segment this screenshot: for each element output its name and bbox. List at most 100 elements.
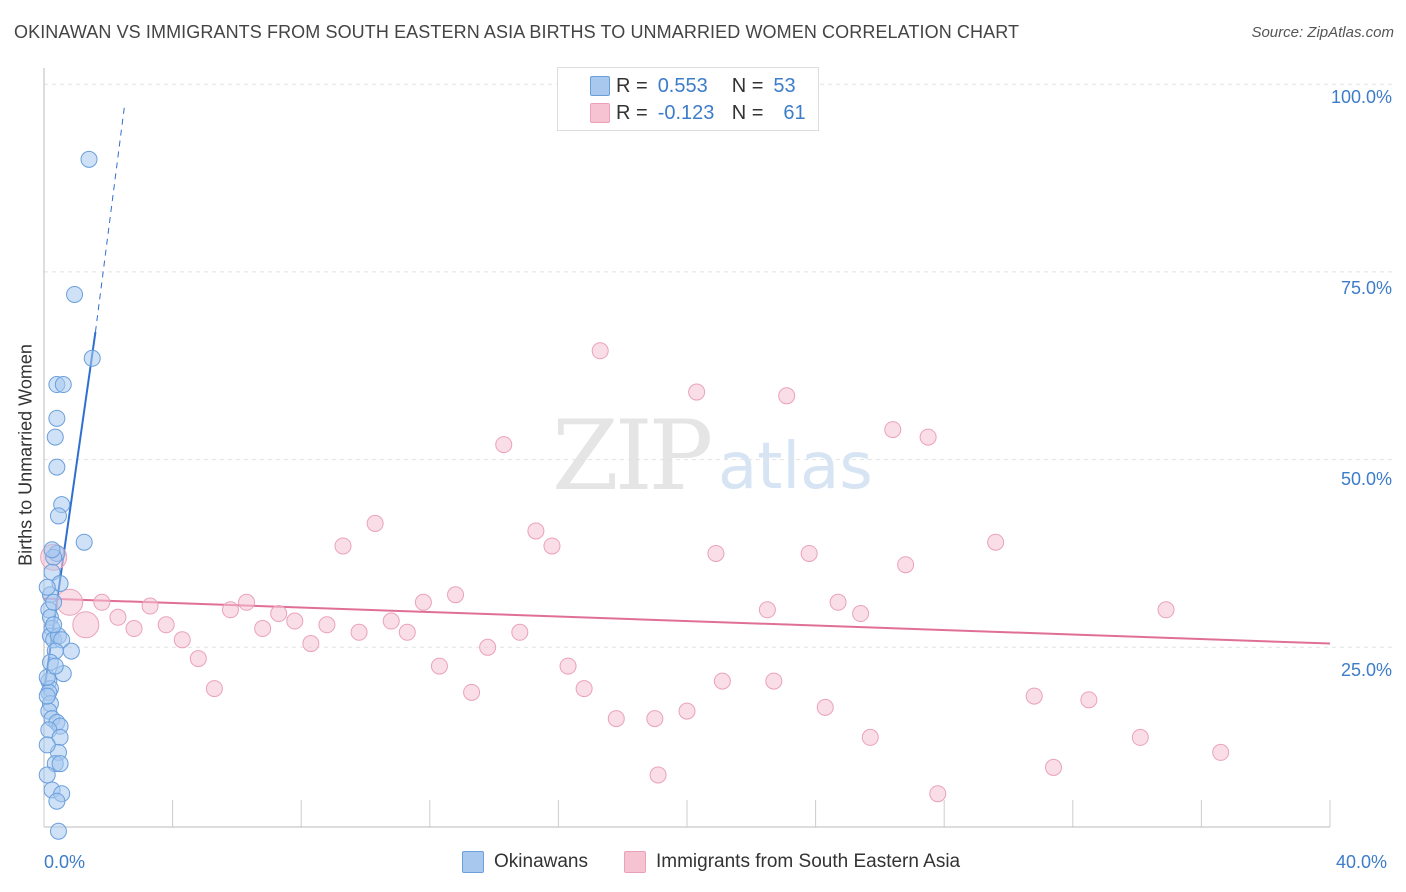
watermark-zip: ZIP: [552, 400, 713, 512]
point-okinawans: [49, 507, 67, 525]
point-immigrants: [987, 533, 1005, 551]
point-okinawans: [54, 376, 72, 394]
point-okinawans: [80, 150, 98, 168]
grid-lines: [44, 83, 1392, 648]
point-immigrants: [1157, 601, 1175, 619]
point-immigrants: [591, 342, 609, 360]
point-okinawans: [62, 642, 80, 660]
r-label: R =: [616, 74, 648, 97]
n-label: N =: [731, 74, 764, 97]
point-immigrants: [646, 710, 664, 728]
point-immigrants: [800, 544, 818, 562]
point-okinawans: [51, 755, 69, 773]
point-immigrants: [713, 672, 731, 690]
correlation-legend: R = 0.553 N = 53 R = -0.123 N = 61: [557, 67, 819, 131]
point-immigrants: [93, 593, 111, 611]
trend-line-immigrants: [43, 597, 1331, 645]
point-okinawans: [48, 409, 66, 427]
point-immigrants: [816, 698, 834, 716]
watermark-atlas: atlas: [718, 430, 873, 504]
chart-title: OKINAWAN VS IMMIGRANTS FROM SOUTH EASTER…: [14, 22, 1020, 42]
point-immigrants: [270, 605, 288, 623]
source-label: Source: ZipAtlas.com: [1251, 24, 1394, 41]
point-immigrants: [559, 657, 577, 675]
point-okinawans: [48, 458, 66, 476]
n-label: N =: [731, 101, 764, 124]
point-okinawans: [38, 578, 56, 596]
r-label: R =: [616, 101, 648, 124]
point-immigrants: [221, 601, 239, 619]
point-immigrants: [511, 623, 529, 641]
point-okinawans: [66, 285, 84, 303]
point-okinawans: [48, 792, 66, 810]
point-immigrants: [527, 522, 545, 540]
point-okinawans: [46, 657, 64, 675]
point-immigrants: [463, 683, 481, 701]
legend-swatch-pink: [590, 103, 610, 123]
point-immigrants: [430, 657, 448, 675]
n-value: 61: [783, 101, 806, 124]
point-immigrants: [382, 612, 400, 630]
point-immigrants: [707, 544, 725, 562]
x-tick-label: 40.0%: [1336, 852, 1388, 872]
y-tick-label: 50.0%: [1340, 469, 1392, 489]
point-immigrants: [318, 616, 336, 634]
point-immigrants: [366, 514, 384, 532]
point-immigrants: [765, 672, 783, 690]
point-immigrants: [479, 638, 497, 656]
point-okinawans: [38, 736, 56, 754]
legend-row-okinawans: R = 0.553 N = 53: [590, 74, 796, 98]
point-immigrants: [1025, 687, 1043, 705]
legend-item-immigrants: Immigrants from South Eastern Asia: [624, 851, 960, 873]
r-value: -0.123: [657, 101, 715, 124]
point-immigrants: [543, 537, 561, 555]
point-immigrants: [829, 593, 847, 611]
legend-swatch-blue: [462, 851, 484, 873]
point-immigrants: [575, 680, 593, 698]
point-immigrants: [398, 623, 416, 641]
point-immigrants: [852, 605, 870, 623]
point-immigrants: [350, 623, 368, 641]
y-axis-label: Births to Unmarried Women: [15, 344, 36, 566]
point-immigrants: [778, 387, 796, 405]
point-okinawans: [49, 822, 67, 840]
point-immigrants: [302, 635, 320, 653]
point-okinawans: [38, 687, 56, 705]
point-immigrants: [929, 785, 947, 803]
point-okinawans: [38, 766, 56, 784]
point-immigrants: [109, 608, 127, 626]
point-immigrants: [1080, 691, 1098, 709]
point-immigrants: [205, 680, 223, 698]
point-immigrants: [861, 728, 879, 746]
trend-line-okinawans-extension: [94, 106, 125, 333]
point-okinawans: [43, 541, 61, 559]
point-immigrants: [141, 597, 159, 615]
legend-row-immigrants: R = -0.123 N = 61: [590, 101, 806, 125]
point-okinawans: [83, 349, 101, 367]
point-immigrants: [758, 601, 776, 619]
point-immigrants: [72, 611, 100, 639]
point-immigrants: [884, 421, 902, 439]
point-immigrants: [897, 556, 915, 574]
point-immigrants: [495, 436, 513, 454]
point-immigrants: [919, 428, 937, 446]
point-immigrants: [688, 383, 706, 401]
r-value: 0.553: [657, 74, 708, 97]
point-immigrants: [414, 593, 432, 611]
y-tick-label: 75.0%: [1340, 278, 1392, 298]
point-immigrants: [334, 537, 352, 555]
legend-label: Immigrants from South Eastern Asia: [656, 851, 961, 872]
legend-swatch-pink: [624, 851, 646, 873]
point-immigrants: [1045, 758, 1063, 776]
point-immigrants: [173, 631, 191, 649]
point-immigrants: [189, 650, 207, 668]
legend-item-okinawans: Okinawans: [462, 851, 588, 873]
point-immigrants: [238, 593, 256, 611]
y-tick-label: 25.0%: [1340, 660, 1392, 680]
legend-label: Okinawans: [494, 851, 588, 872]
point-okinawans: [75, 533, 93, 551]
point-okinawans: [45, 616, 63, 634]
point-okinawans: [45, 593, 63, 611]
point-immigrants: [447, 586, 465, 604]
data-points: [38, 150, 1230, 840]
